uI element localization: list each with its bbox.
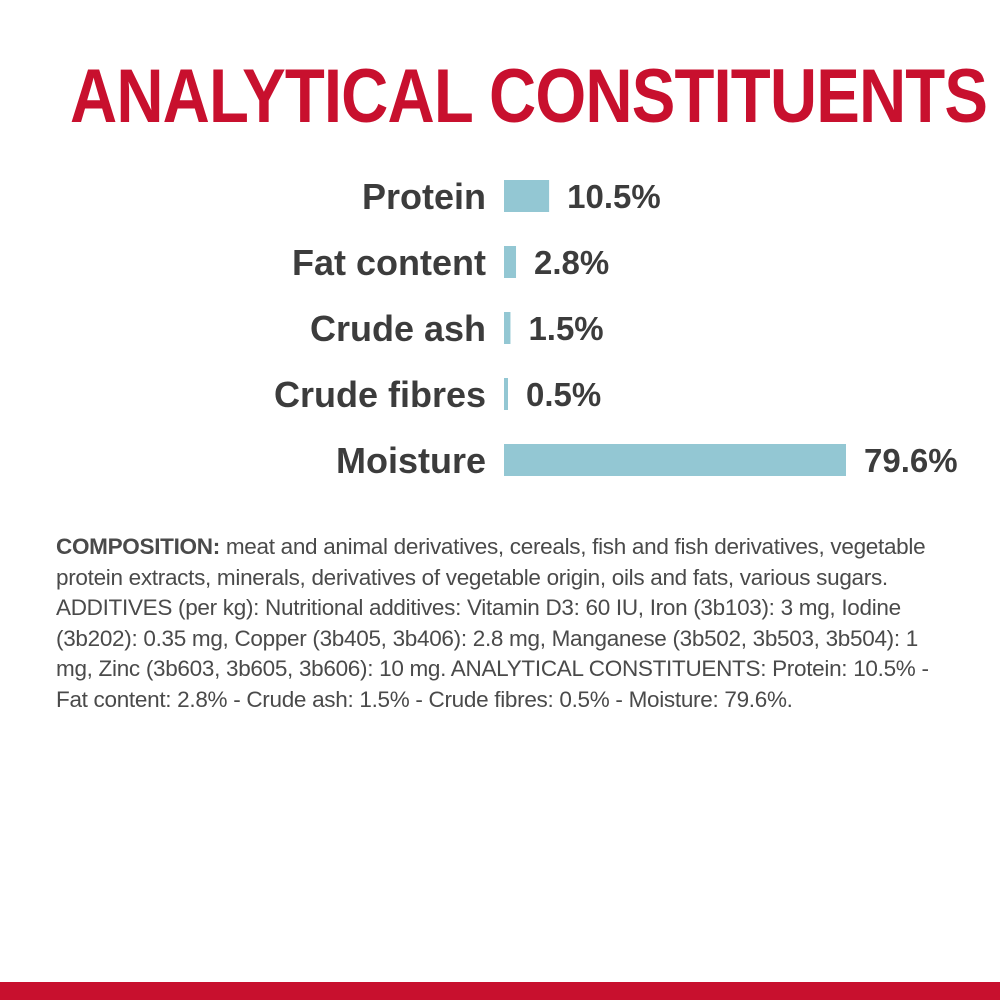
- bar: [504, 180, 550, 212]
- value-label: 2.8%: [534, 244, 609, 281]
- bar: [504, 312, 511, 344]
- category-label: Fat content: [292, 242, 486, 283]
- composition-text-block: COMPOSITION: meat and animal derivatives…: [56, 532, 956, 715]
- bar: [504, 444, 846, 476]
- value-label: 10.5%: [567, 178, 661, 215]
- composition-body: meat and animal derivatives, cereals, fi…: [56, 534, 929, 712]
- bar: [504, 378, 508, 410]
- page-title: ANALYTICAL CONSTITUENTS: [70, 54, 988, 139]
- composition-lead: COMPOSITION:: [56, 534, 220, 559]
- category-label: Moisture: [336, 440, 486, 481]
- value-label: 0.5%: [526, 376, 601, 413]
- bar: [504, 246, 517, 278]
- category-label: Protein: [362, 176, 486, 217]
- value-label: 1.5%: [528, 310, 603, 347]
- value-label: 79.6%: [864, 442, 958, 479]
- category-label: Crude fibres: [274, 374, 486, 415]
- category-label: Crude ash: [310, 308, 486, 349]
- bottom-brand-bar: [0, 982, 1000, 1000]
- constituents-bar-chart: Protein 10.5% Fat content 2.8% Crude ash 1.5%…: [274, 176, 958, 481]
